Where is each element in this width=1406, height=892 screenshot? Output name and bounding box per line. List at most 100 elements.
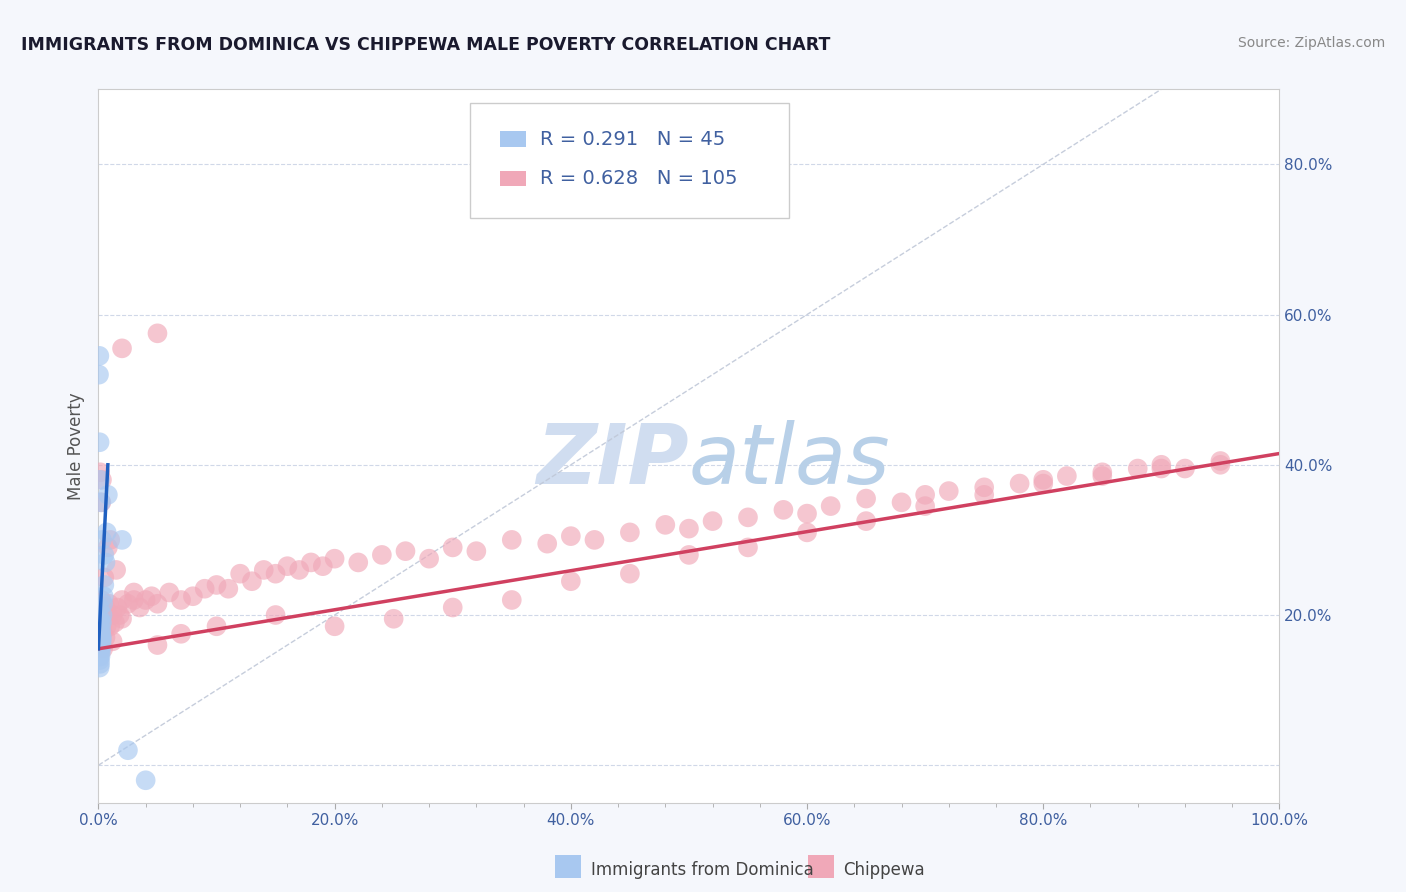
Point xyxy=(441,600,464,615)
Point xyxy=(1209,454,1232,468)
Point xyxy=(796,525,818,540)
Point xyxy=(90,495,112,509)
Point xyxy=(93,578,115,592)
Point xyxy=(141,589,163,603)
Point xyxy=(97,488,120,502)
Point xyxy=(93,589,115,603)
Point xyxy=(90,615,112,630)
Point xyxy=(194,582,217,596)
Point xyxy=(93,612,115,626)
Point xyxy=(89,435,111,450)
Point xyxy=(973,488,995,502)
Point xyxy=(90,631,112,645)
Point xyxy=(170,627,193,641)
Point xyxy=(89,623,111,637)
Text: ZIP: ZIP xyxy=(536,420,689,500)
Point xyxy=(117,597,139,611)
Point xyxy=(128,600,150,615)
Point xyxy=(97,541,120,555)
FancyBboxPatch shape xyxy=(501,131,526,147)
Point xyxy=(90,634,112,648)
Point xyxy=(90,495,112,509)
Text: R = 0.291   N = 45: R = 0.291 N = 45 xyxy=(540,129,725,149)
Point xyxy=(264,607,287,622)
Bar xyxy=(808,855,834,878)
Point xyxy=(1126,461,1149,475)
Y-axis label: Male Poverty: Male Poverty xyxy=(66,392,84,500)
Point xyxy=(90,638,112,652)
Point xyxy=(135,593,157,607)
Point xyxy=(205,619,228,633)
Point xyxy=(1150,458,1173,472)
Point xyxy=(91,641,114,656)
Text: atlas: atlas xyxy=(689,420,890,500)
Point xyxy=(240,574,263,589)
Point xyxy=(90,623,112,637)
Point xyxy=(87,631,110,645)
Point xyxy=(702,514,724,528)
Point xyxy=(146,597,169,611)
Point xyxy=(91,473,114,487)
Point xyxy=(117,743,139,757)
Text: IMMIGRANTS FROM DOMINICA VS CHIPPEWA MALE POVERTY CORRELATION CHART: IMMIGRANTS FROM DOMINICA VS CHIPPEWA MAL… xyxy=(21,36,831,54)
Point xyxy=(855,514,877,528)
Point xyxy=(737,541,759,555)
Point xyxy=(90,646,112,660)
Point xyxy=(299,556,322,570)
Point xyxy=(1032,473,1054,487)
Point xyxy=(583,533,606,547)
Point xyxy=(89,615,111,630)
Point xyxy=(89,473,111,487)
Point xyxy=(560,529,582,543)
Point xyxy=(371,548,394,562)
Point xyxy=(264,566,287,581)
Point xyxy=(560,574,582,589)
Point xyxy=(501,533,523,547)
Point xyxy=(323,619,346,633)
Point xyxy=(104,615,127,630)
Point xyxy=(89,641,111,656)
Point xyxy=(89,612,111,626)
Point xyxy=(654,517,676,532)
Point xyxy=(135,773,157,788)
Point xyxy=(1209,458,1232,472)
Point xyxy=(89,634,111,648)
Point xyxy=(146,638,169,652)
Point xyxy=(276,559,298,574)
Point xyxy=(89,349,111,363)
Point xyxy=(441,541,464,555)
Point xyxy=(89,660,111,674)
Point xyxy=(105,563,128,577)
Point xyxy=(89,627,111,641)
Point xyxy=(914,499,936,513)
Point xyxy=(382,612,405,626)
Point xyxy=(91,627,114,641)
Point xyxy=(229,566,252,581)
Point xyxy=(1150,461,1173,475)
Point xyxy=(394,544,416,558)
Point xyxy=(96,619,118,633)
Point xyxy=(170,593,193,607)
Point xyxy=(97,607,120,622)
Point xyxy=(146,326,169,341)
Point xyxy=(89,607,111,622)
Point xyxy=(855,491,877,506)
Point xyxy=(91,607,114,622)
Point xyxy=(93,570,115,584)
Point xyxy=(101,634,124,648)
Point xyxy=(94,600,117,615)
Point xyxy=(536,536,558,550)
Point xyxy=(678,522,700,536)
FancyBboxPatch shape xyxy=(501,170,526,186)
Point xyxy=(347,556,370,570)
FancyBboxPatch shape xyxy=(471,103,789,218)
Point xyxy=(90,634,112,648)
Point xyxy=(94,556,117,570)
Point xyxy=(619,566,641,581)
Text: Source: ZipAtlas.com: Source: ZipAtlas.com xyxy=(1237,36,1385,50)
Point xyxy=(772,503,794,517)
Point xyxy=(111,593,134,607)
Point xyxy=(1056,469,1078,483)
Point xyxy=(91,533,114,547)
Point xyxy=(501,593,523,607)
